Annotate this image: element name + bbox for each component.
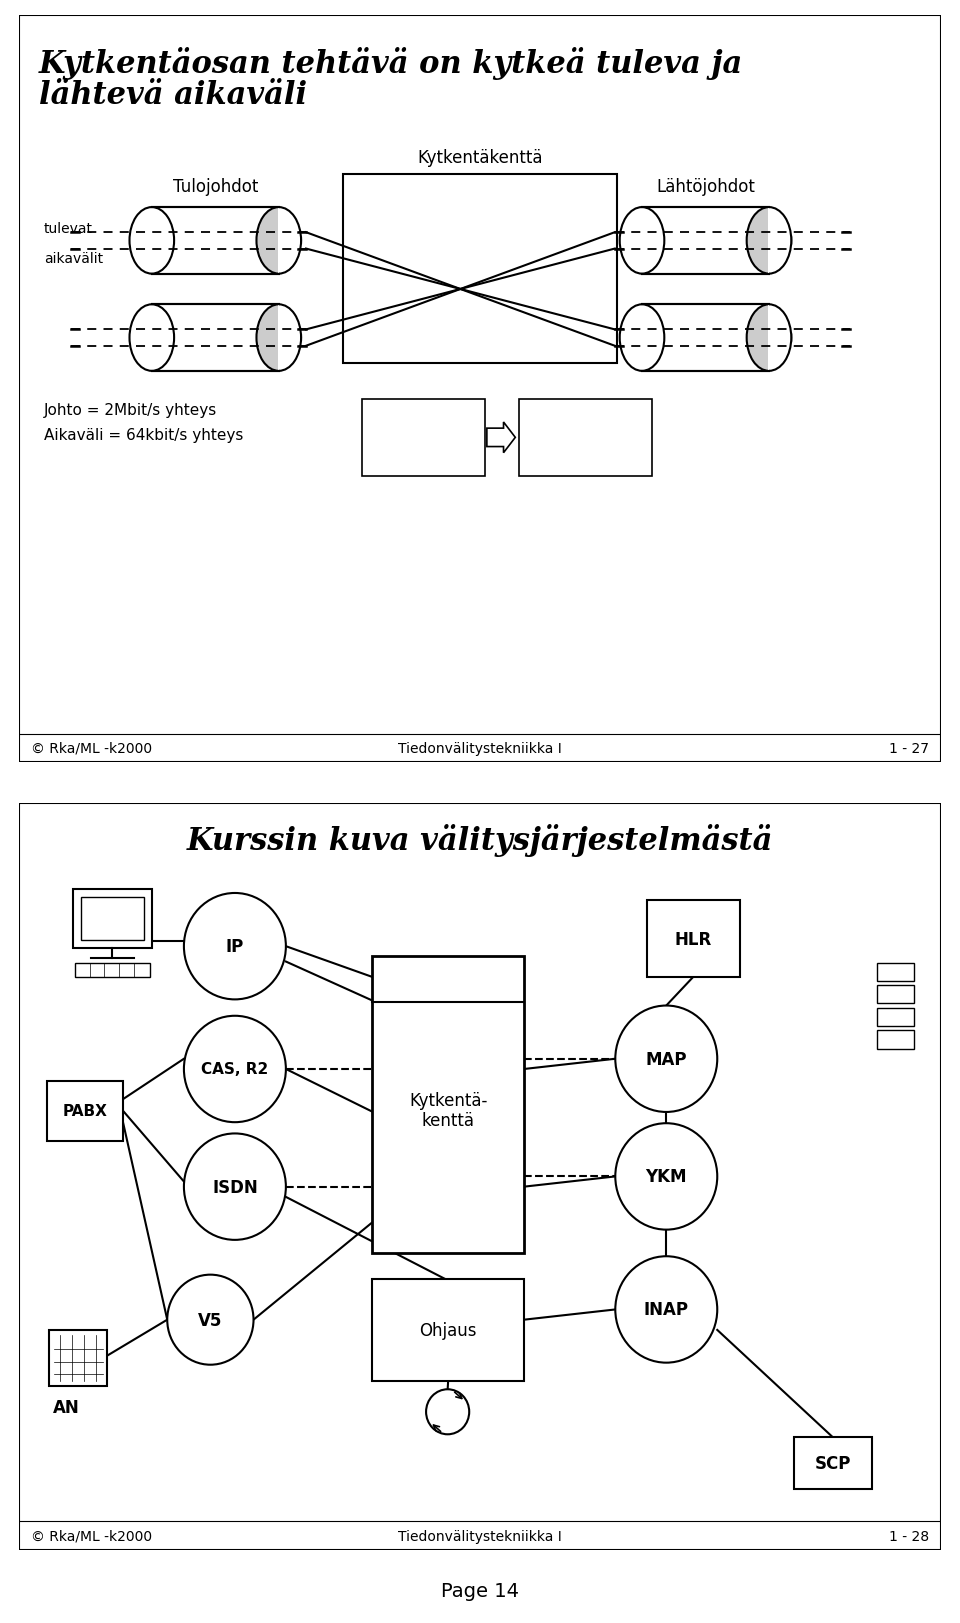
Ellipse shape [130,305,174,372]
Circle shape [426,1389,469,1435]
Bar [642,305,769,372]
Text: INAP: INAP [644,1300,688,1318]
Bar [877,1031,914,1048]
Bar [768,208,792,276]
Text: PABX: PABX [62,1104,108,1118]
Text: ISDN: ISDN [212,1178,258,1196]
Bar [372,1279,524,1381]
FancyArrow shape [487,422,516,453]
Text: © Rka/ML -k2000: © Rka/ML -k2000 [31,742,152,755]
Text: CAS, R2: CAS, R2 [202,1061,269,1076]
Text: MAP: MAP [645,1050,687,1068]
Circle shape [615,1123,717,1230]
Bar [47,1081,123,1141]
Text: Ohjaus: Ohjaus [420,1321,477,1339]
Ellipse shape [620,305,664,372]
Ellipse shape [747,305,791,372]
Text: IP: IP [226,938,244,956]
Circle shape [184,893,286,1000]
Text: 1 - 27: 1 - 27 [889,742,929,755]
Ellipse shape [747,208,791,274]
Text: tulo-pcm,
tulo-tsl: tulo-pcm, tulo-tsl [387,422,460,454]
Text: Kytkentäkenttä: Kytkentäkenttä [418,149,542,167]
Bar [647,901,740,977]
Bar [152,305,278,372]
Bar [81,898,144,940]
Bar [642,208,769,274]
Text: Kytkentä-
kenttä: Kytkentä- kenttä [409,1091,488,1130]
Text: Tiedonvälitystekniikka I: Tiedonvälitystekniikka I [398,742,562,755]
Text: Page 14: Page 14 [441,1581,519,1600]
Text: SCP: SCP [815,1454,852,1472]
Circle shape [167,1276,253,1365]
Bar [372,958,524,1253]
Bar [877,1008,914,1026]
Text: AN: AN [53,1399,80,1417]
Bar [794,1438,873,1488]
Bar [152,208,278,274]
Ellipse shape [130,208,174,274]
Bar [73,889,152,948]
Text: Tulojohdot: Tulojohdot [173,177,258,196]
Bar [277,208,302,276]
Text: © Rka/ML -k2000: © Rka/ML -k2000 [31,1529,152,1542]
Circle shape [615,1256,717,1363]
Ellipse shape [256,208,301,274]
Circle shape [184,1016,286,1123]
Ellipse shape [256,305,301,372]
Text: YKM: YKM [645,1167,687,1186]
Text: Kurssin kuva välitysjärjestelmästä: Kurssin kuva välitysjärjestelmästä [187,824,773,857]
Bar [877,962,914,982]
Bar [362,399,485,477]
Text: aikavälit: aikavälit [44,252,103,266]
Circle shape [615,1006,717,1112]
Bar [519,399,652,477]
Text: Tiedonvälitystekniikka I: Tiedonvälitystekniikka I [398,1529,562,1542]
Text: Lähtöjohdot: Lähtöjohdot [656,177,755,196]
Bar [768,304,792,373]
Bar [75,962,150,977]
Ellipse shape [620,208,664,274]
Text: 1 - 28: 1 - 28 [889,1529,929,1542]
Bar [277,304,302,373]
Text: Kytkentäosan tehtävä on kytkeä tuleva ja: Kytkentäosan tehtävä on kytkeä tuleva ja [38,47,743,80]
Text: lähtö-pcm,
lähtö-tsl: lähtö-pcm, lähtö-tsl [544,422,627,454]
Text: HLR: HLR [675,930,712,948]
Text: Johto = 2Mbit/s yhteys: Johto = 2Mbit/s yhteys [44,403,217,417]
Circle shape [184,1134,286,1240]
Bar [343,175,617,364]
Bar [877,985,914,1005]
Bar [49,1331,108,1386]
Text: V5: V5 [198,1311,223,1329]
Text: lähtevä aikaväli: lähtevä aikaväli [38,80,307,110]
Text: tulevat: tulevat [44,222,93,235]
Text: Aikaväli = 64kbit/s yhteys: Aikaväli = 64kbit/s yhteys [44,428,243,443]
